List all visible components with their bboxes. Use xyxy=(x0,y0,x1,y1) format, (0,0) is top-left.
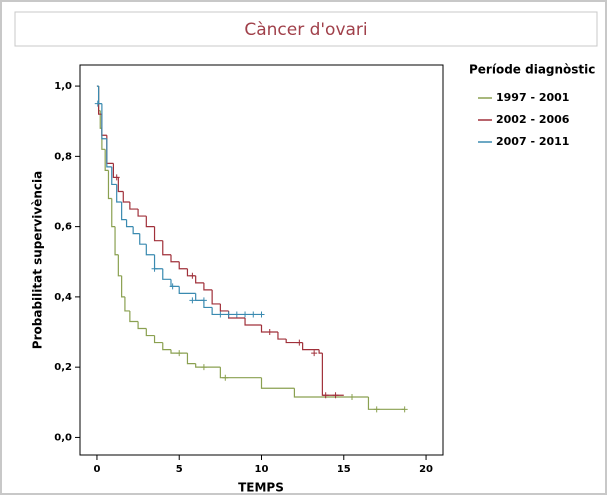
survival-step xyxy=(195,363,221,368)
censor-mark xyxy=(250,311,257,318)
survival-step xyxy=(121,202,127,221)
censor-mark xyxy=(222,374,229,381)
x-tick-label: 15 xyxy=(337,464,351,475)
x-tick-label: 0 xyxy=(93,464,100,475)
censor-mark xyxy=(349,394,356,401)
censor-mark xyxy=(189,297,196,304)
survival-step xyxy=(219,367,262,379)
x-axis-label: TEMPS xyxy=(238,481,284,495)
censor-mark xyxy=(200,364,207,371)
survival-step xyxy=(117,177,124,193)
censor-mark xyxy=(242,311,249,318)
survival-step xyxy=(162,268,171,280)
survival-step xyxy=(106,138,112,168)
x-tick-label: 20 xyxy=(419,464,433,475)
survival-step xyxy=(121,275,125,298)
survival-step xyxy=(107,170,112,200)
censor-mark xyxy=(258,311,265,318)
survival-step xyxy=(219,303,229,312)
censor-mark xyxy=(322,392,329,399)
censor-mark xyxy=(373,406,380,413)
survival-step xyxy=(111,198,116,228)
survival-step xyxy=(104,149,109,172)
censor-mark xyxy=(169,283,176,290)
legend-label: 2002 - 2006 xyxy=(496,113,570,126)
survival-step xyxy=(101,103,107,140)
survival-step xyxy=(145,328,155,337)
x-tick-label: 5 xyxy=(176,464,183,475)
survival-step xyxy=(137,209,147,217)
legend-label: 1997 - 2001 xyxy=(496,91,569,104)
censor-mark xyxy=(225,311,232,318)
survival-step xyxy=(211,289,221,305)
censor-mark xyxy=(401,406,408,413)
survival-step xyxy=(153,335,163,344)
survival-step xyxy=(129,202,139,210)
survival-step xyxy=(153,226,163,242)
survival-step xyxy=(122,191,130,203)
censor-mark xyxy=(296,339,303,346)
censor-mark xyxy=(176,350,183,357)
survival-step xyxy=(124,296,130,312)
y-tick-label: 1,0 xyxy=(54,81,72,92)
censor-mark xyxy=(217,311,224,318)
chart-title: Càncer d'ovari xyxy=(244,20,367,40)
censor-mark xyxy=(151,265,158,272)
survival-step xyxy=(129,310,139,323)
censor-mark xyxy=(94,100,101,107)
survival-step xyxy=(195,275,204,284)
survival-step xyxy=(293,388,369,398)
survival-step xyxy=(132,226,140,235)
title-box xyxy=(14,11,598,47)
censor-mark xyxy=(311,350,318,357)
survival-step xyxy=(145,216,155,228)
survival-step xyxy=(170,254,180,263)
survival-step xyxy=(162,240,171,256)
y-tick-label: 0,4 xyxy=(54,292,72,303)
survival-step xyxy=(125,219,134,228)
censor-mark xyxy=(233,311,240,318)
censor-mark xyxy=(266,329,273,336)
y-tick-label: 0,6 xyxy=(54,222,72,233)
y-axis-label: Probabilitat supervivència xyxy=(31,171,45,349)
legend-title: Període diagnòstic xyxy=(469,63,595,77)
survival-step xyxy=(260,377,295,389)
survival-step xyxy=(367,397,405,410)
survival-step xyxy=(203,282,213,291)
survival-step xyxy=(244,317,262,326)
survival-step xyxy=(186,353,196,365)
survival-step xyxy=(116,184,122,203)
x-tick-label: 10 xyxy=(255,464,269,475)
plot-area xyxy=(79,64,444,456)
survival-step xyxy=(139,233,147,245)
survival-step xyxy=(318,349,323,354)
legend-label: 2007 - 2011 xyxy=(496,135,569,148)
survival-step xyxy=(117,254,122,277)
survival-step xyxy=(178,286,196,294)
y-tick-label: 0,2 xyxy=(54,362,72,373)
survival-step xyxy=(137,321,147,330)
y-tick-label: 0,0 xyxy=(54,432,72,443)
survival-step xyxy=(277,332,287,340)
y-tick-label: 0,8 xyxy=(54,151,72,162)
survival-step xyxy=(145,244,155,256)
survival-step xyxy=(114,226,119,256)
survival-step xyxy=(302,342,320,351)
censor-mark xyxy=(113,174,120,181)
survival-step xyxy=(162,342,171,351)
censor-mark xyxy=(189,272,196,279)
censor-mark xyxy=(200,297,207,304)
censor-mark xyxy=(332,392,339,399)
survival-step xyxy=(178,261,188,270)
survival-step xyxy=(111,166,117,186)
